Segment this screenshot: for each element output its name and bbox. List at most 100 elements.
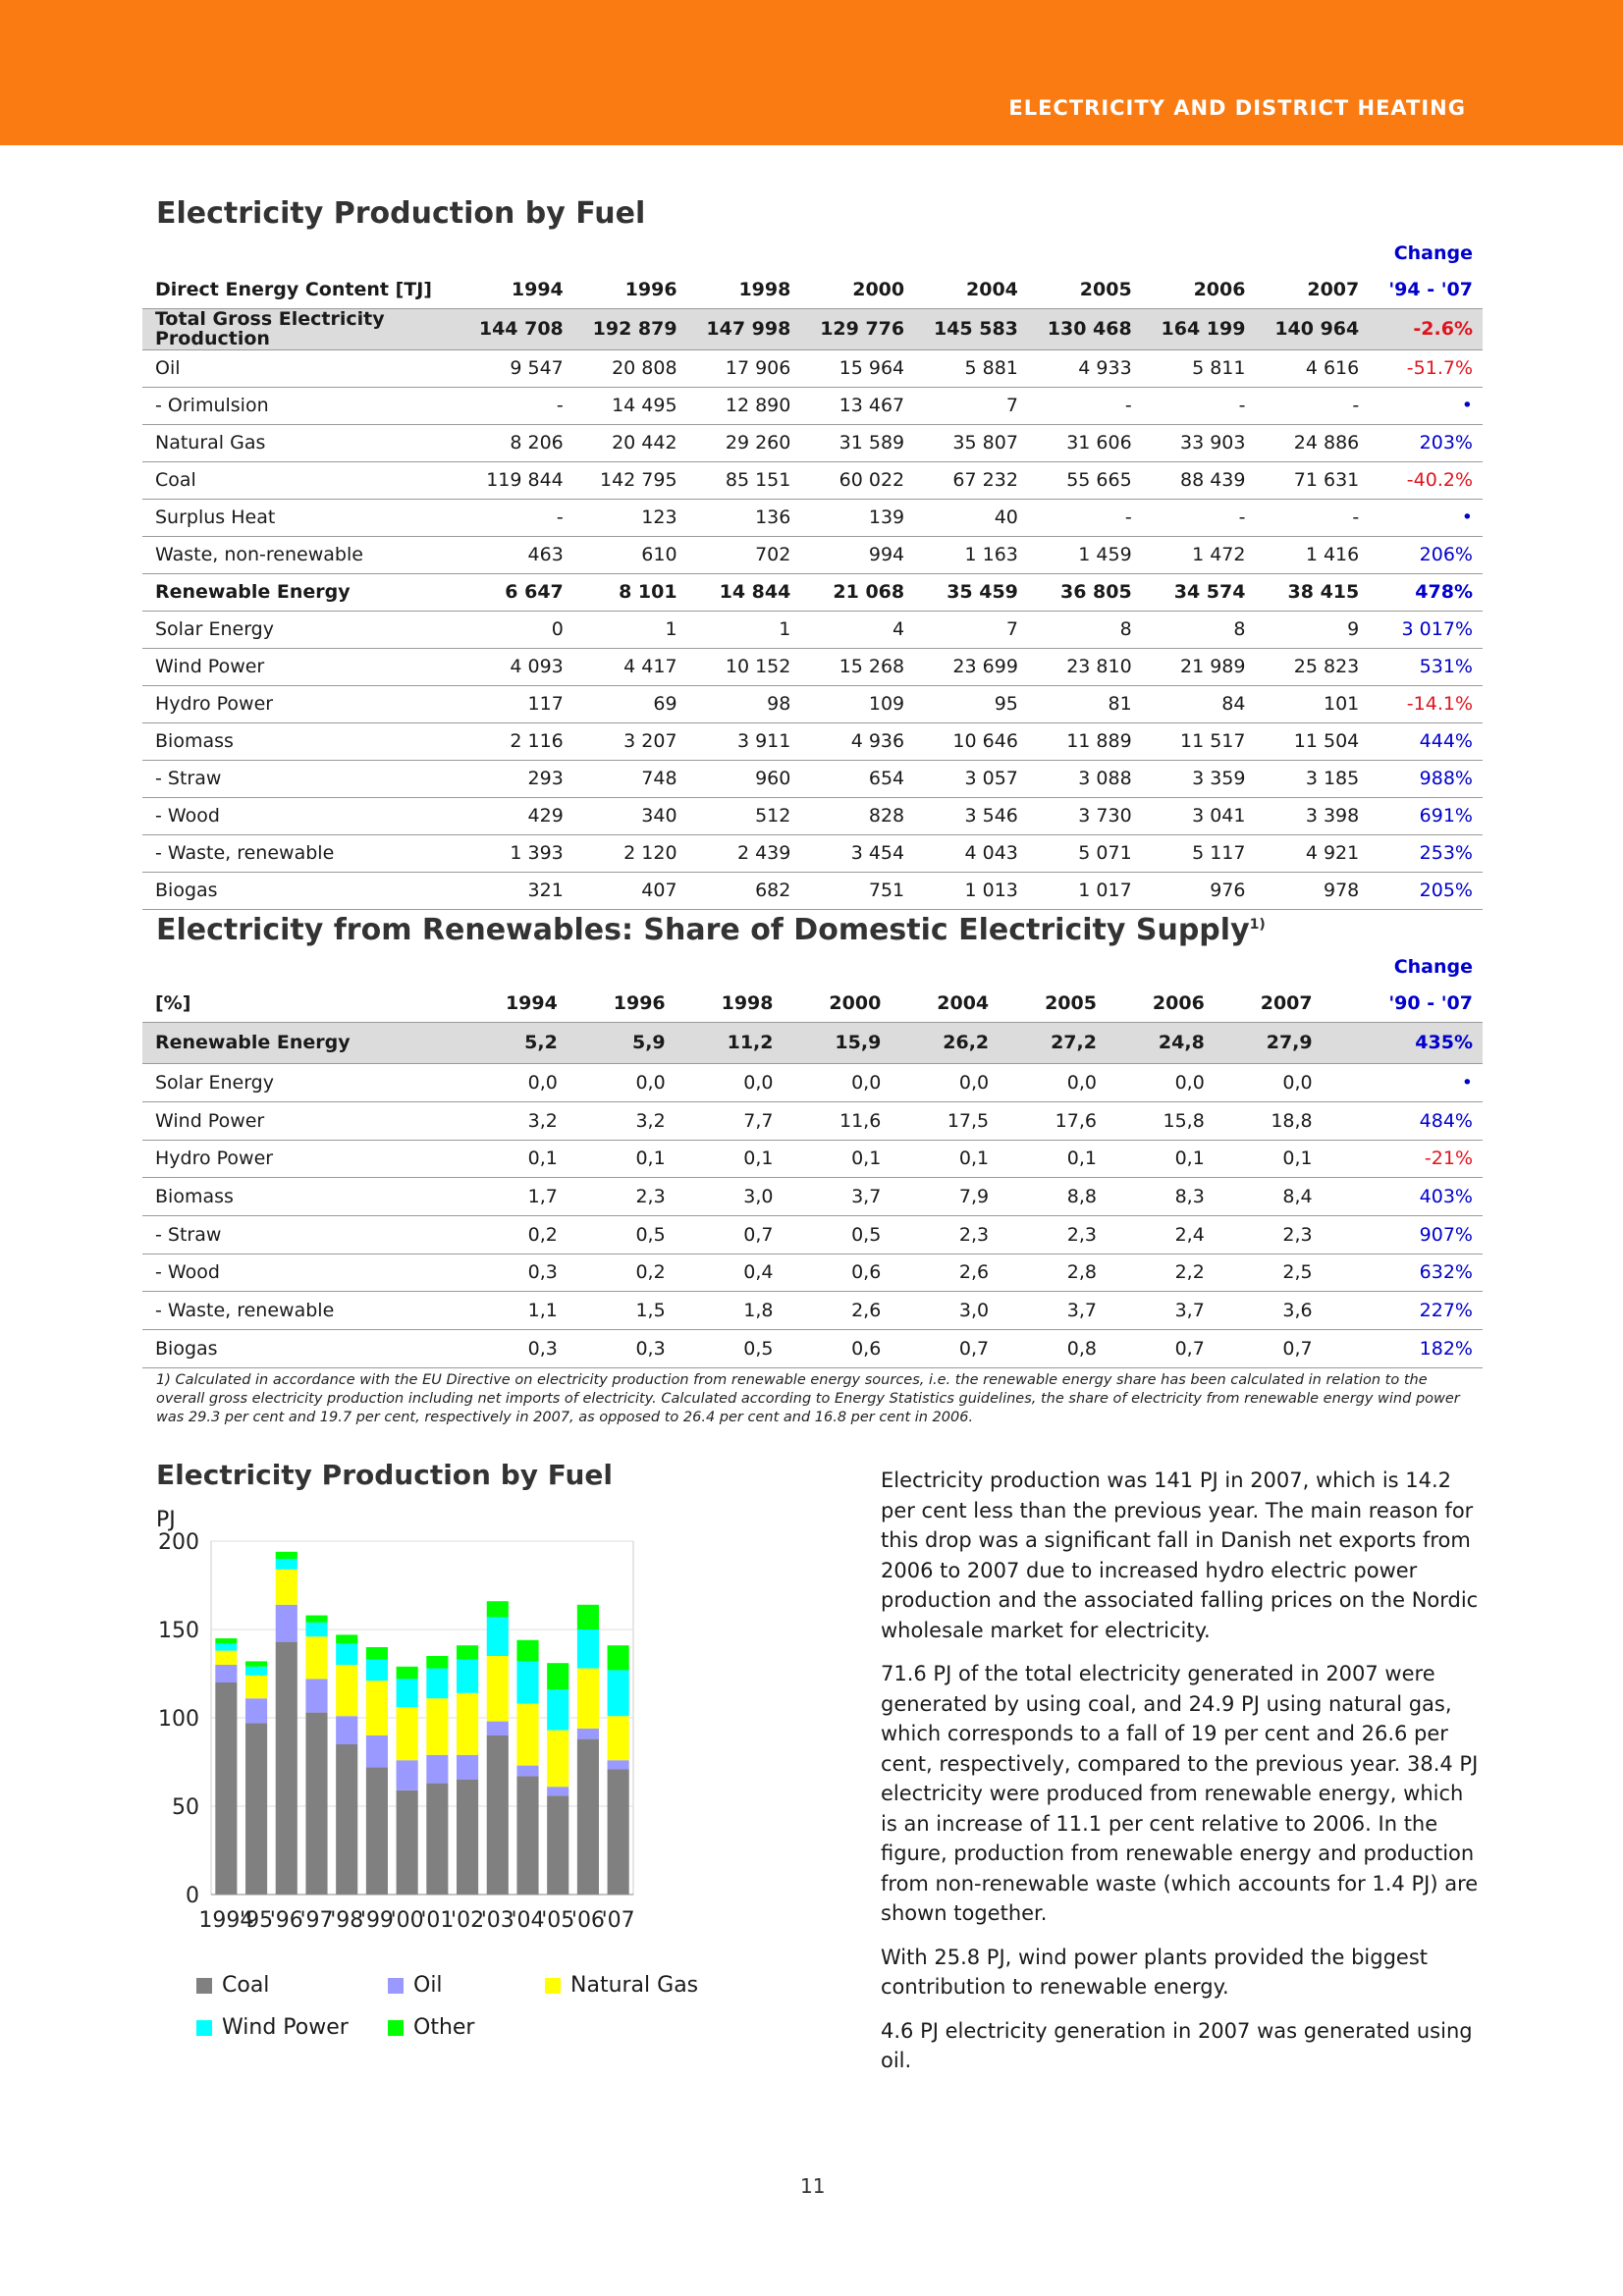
cell-value: 1,7 [458, 1177, 566, 1216]
empty-cell [912, 236, 1026, 271]
cell-value: 13 467 [798, 387, 913, 425]
footnote-ref: 1) [1249, 917, 1266, 933]
table-row: - Straw 293 748 960 654 3 057 3 088 3 359 3 185 9… [142, 760, 1483, 798]
cell-value: 1 472 [1139, 536, 1254, 574]
row-label: Waste, non-renewable [142, 536, 458, 574]
empty-cell [458, 236, 571, 271]
empty-cell [1105, 949, 1213, 985]
legend-label: Oil [413, 1973, 443, 1998]
year-header: 2004 [912, 271, 1026, 309]
cell-value: 4 921 [1253, 834, 1368, 873]
cell-value: 976 [1139, 872, 1254, 910]
cell-value: 960 [684, 760, 799, 798]
bar-segment [607, 1670, 629, 1717]
cell-value: 85 151 [684, 461, 799, 500]
change-value: 988% [1367, 760, 1483, 798]
table-row: Biogas 321 407 682 751 1 013 1 017 976 978 205% [142, 872, 1483, 910]
cell-value: 0,0 [1212, 1063, 1321, 1102]
cell-value: 139 [798, 499, 913, 537]
legend-swatch [545, 1978, 561, 1994]
cell-value: 109 [798, 685, 913, 723]
cell-value: 0,4 [673, 1254, 782, 1293]
table-row: Hydro Power 0,1 0,1 0,1 0,1 0,1 0,1 0,1 0,1 -21% [142, 1140, 1483, 1179]
year-header: 2000 [798, 271, 913, 309]
cell-value: 0,0 [565, 1063, 674, 1102]
change-value: 3 017% [1367, 611, 1483, 649]
row-label: - Straw [142, 1215, 458, 1255]
cell-value: 14 844 [684, 573, 799, 612]
cell-value: 14 495 [570, 387, 685, 425]
bar-segment [396, 1760, 418, 1790]
empty-cell [571, 236, 685, 271]
bar-segment [336, 1744, 358, 1895]
empty-cell [458, 949, 566, 985]
cell-value: 512 [684, 797, 799, 835]
bar-segment [457, 1780, 479, 1895]
cell-value: 67 232 [912, 461, 1026, 500]
bar-segment [457, 1692, 479, 1755]
bar-segment [305, 1712, 328, 1895]
cell-value: 3 546 [912, 797, 1026, 835]
cell-value: - [1253, 499, 1368, 537]
legend-label: Other [413, 2015, 475, 2040]
bar-segment [215, 1643, 238, 1651]
cell-value: 0,6 [781, 1329, 890, 1368]
cell-value: 8 206 [458, 424, 571, 462]
year-header: 1994 [458, 271, 571, 309]
row-label: Renewable Energy [142, 573, 458, 612]
cell-value: 3,7 [781, 1177, 890, 1216]
table-row: Biomass 2 116 3 207 3 911 4 936 10 646 11 889 1… [142, 722, 1483, 761]
cell-value: 751 [798, 872, 913, 910]
row-label: Hydro Power [142, 685, 458, 723]
cell-value: 2 116 [458, 722, 571, 761]
cell-value: 828 [798, 797, 913, 835]
cell-value: 5 881 [912, 349, 1026, 388]
y-tick-label: 150 [158, 1619, 199, 1643]
empty-cell [1213, 949, 1321, 985]
bar-segment [305, 1622, 328, 1637]
cell-value: 3 185 [1253, 760, 1368, 798]
cell-value: 4 616 [1253, 349, 1368, 388]
bar-segment [426, 1656, 449, 1669]
bar-segment [576, 1668, 599, 1729]
legend-label: Coal [222, 1973, 270, 1998]
cell-value: 0,2 [565, 1254, 674, 1293]
chart-title: Electricity Production by Fuel [156, 1459, 614, 1491]
cell-value: 0,1 [781, 1140, 890, 1179]
bar-segment [215, 1665, 238, 1682]
bar-segment [426, 1754, 449, 1784]
legend-item: Coal [196, 1973, 269, 1998]
legend-item: Wind Power [196, 2015, 349, 2040]
bar-segment [396, 1666, 418, 1680]
cell-value: 71 631 [1253, 461, 1368, 500]
row-label: Hydro Power [142, 1140, 458, 1179]
cell-value: 2 439 [684, 834, 799, 873]
empty-cell [685, 236, 799, 271]
cell-value: 20 442 [570, 424, 685, 462]
bar-segment [576, 1629, 599, 1669]
bar-segment [607, 1769, 629, 1895]
table2-title: Electricity from Renewables: Share of Do… [156, 913, 1266, 947]
cell-value: 23 810 [1025, 648, 1140, 686]
cell-value: 0,1 [673, 1140, 782, 1179]
cell-value: 31 589 [798, 424, 913, 462]
cell-value: 21 068 [798, 573, 913, 612]
cell-value: 2,3 [1212, 1215, 1321, 1255]
change-value: 907% [1320, 1215, 1483, 1255]
legend-swatch [196, 2020, 212, 2036]
cell-value: 26,2 [889, 1022, 998, 1065]
cell-value: 164 199 [1139, 308, 1254, 350]
cell-value: 12 890 [684, 387, 799, 425]
bar-segment [336, 1665, 358, 1717]
cell-value: 321 [458, 872, 571, 910]
cell-value: 8,8 [997, 1177, 1105, 1216]
cell-value: 1 416 [1253, 536, 1368, 574]
bar-segment [396, 1707, 418, 1761]
row-label: Oil [142, 349, 458, 388]
paragraph: 71.6 PJ of the total electricity generat… [881, 1662, 1479, 1925]
row-label: Biogas [142, 1329, 458, 1368]
table-row: Renewable Energy 5,2 5,9 11,2 15,9 26,2 27,2 24… [142, 1022, 1483, 1065]
table-row: - Waste, renewable 1,1 1,5 1,8 2,6 3,0 3,7 3,7 3… [142, 1291, 1483, 1330]
cell-value: 2,6 [889, 1254, 998, 1293]
year-header: 1998 [673, 985, 782, 1023]
